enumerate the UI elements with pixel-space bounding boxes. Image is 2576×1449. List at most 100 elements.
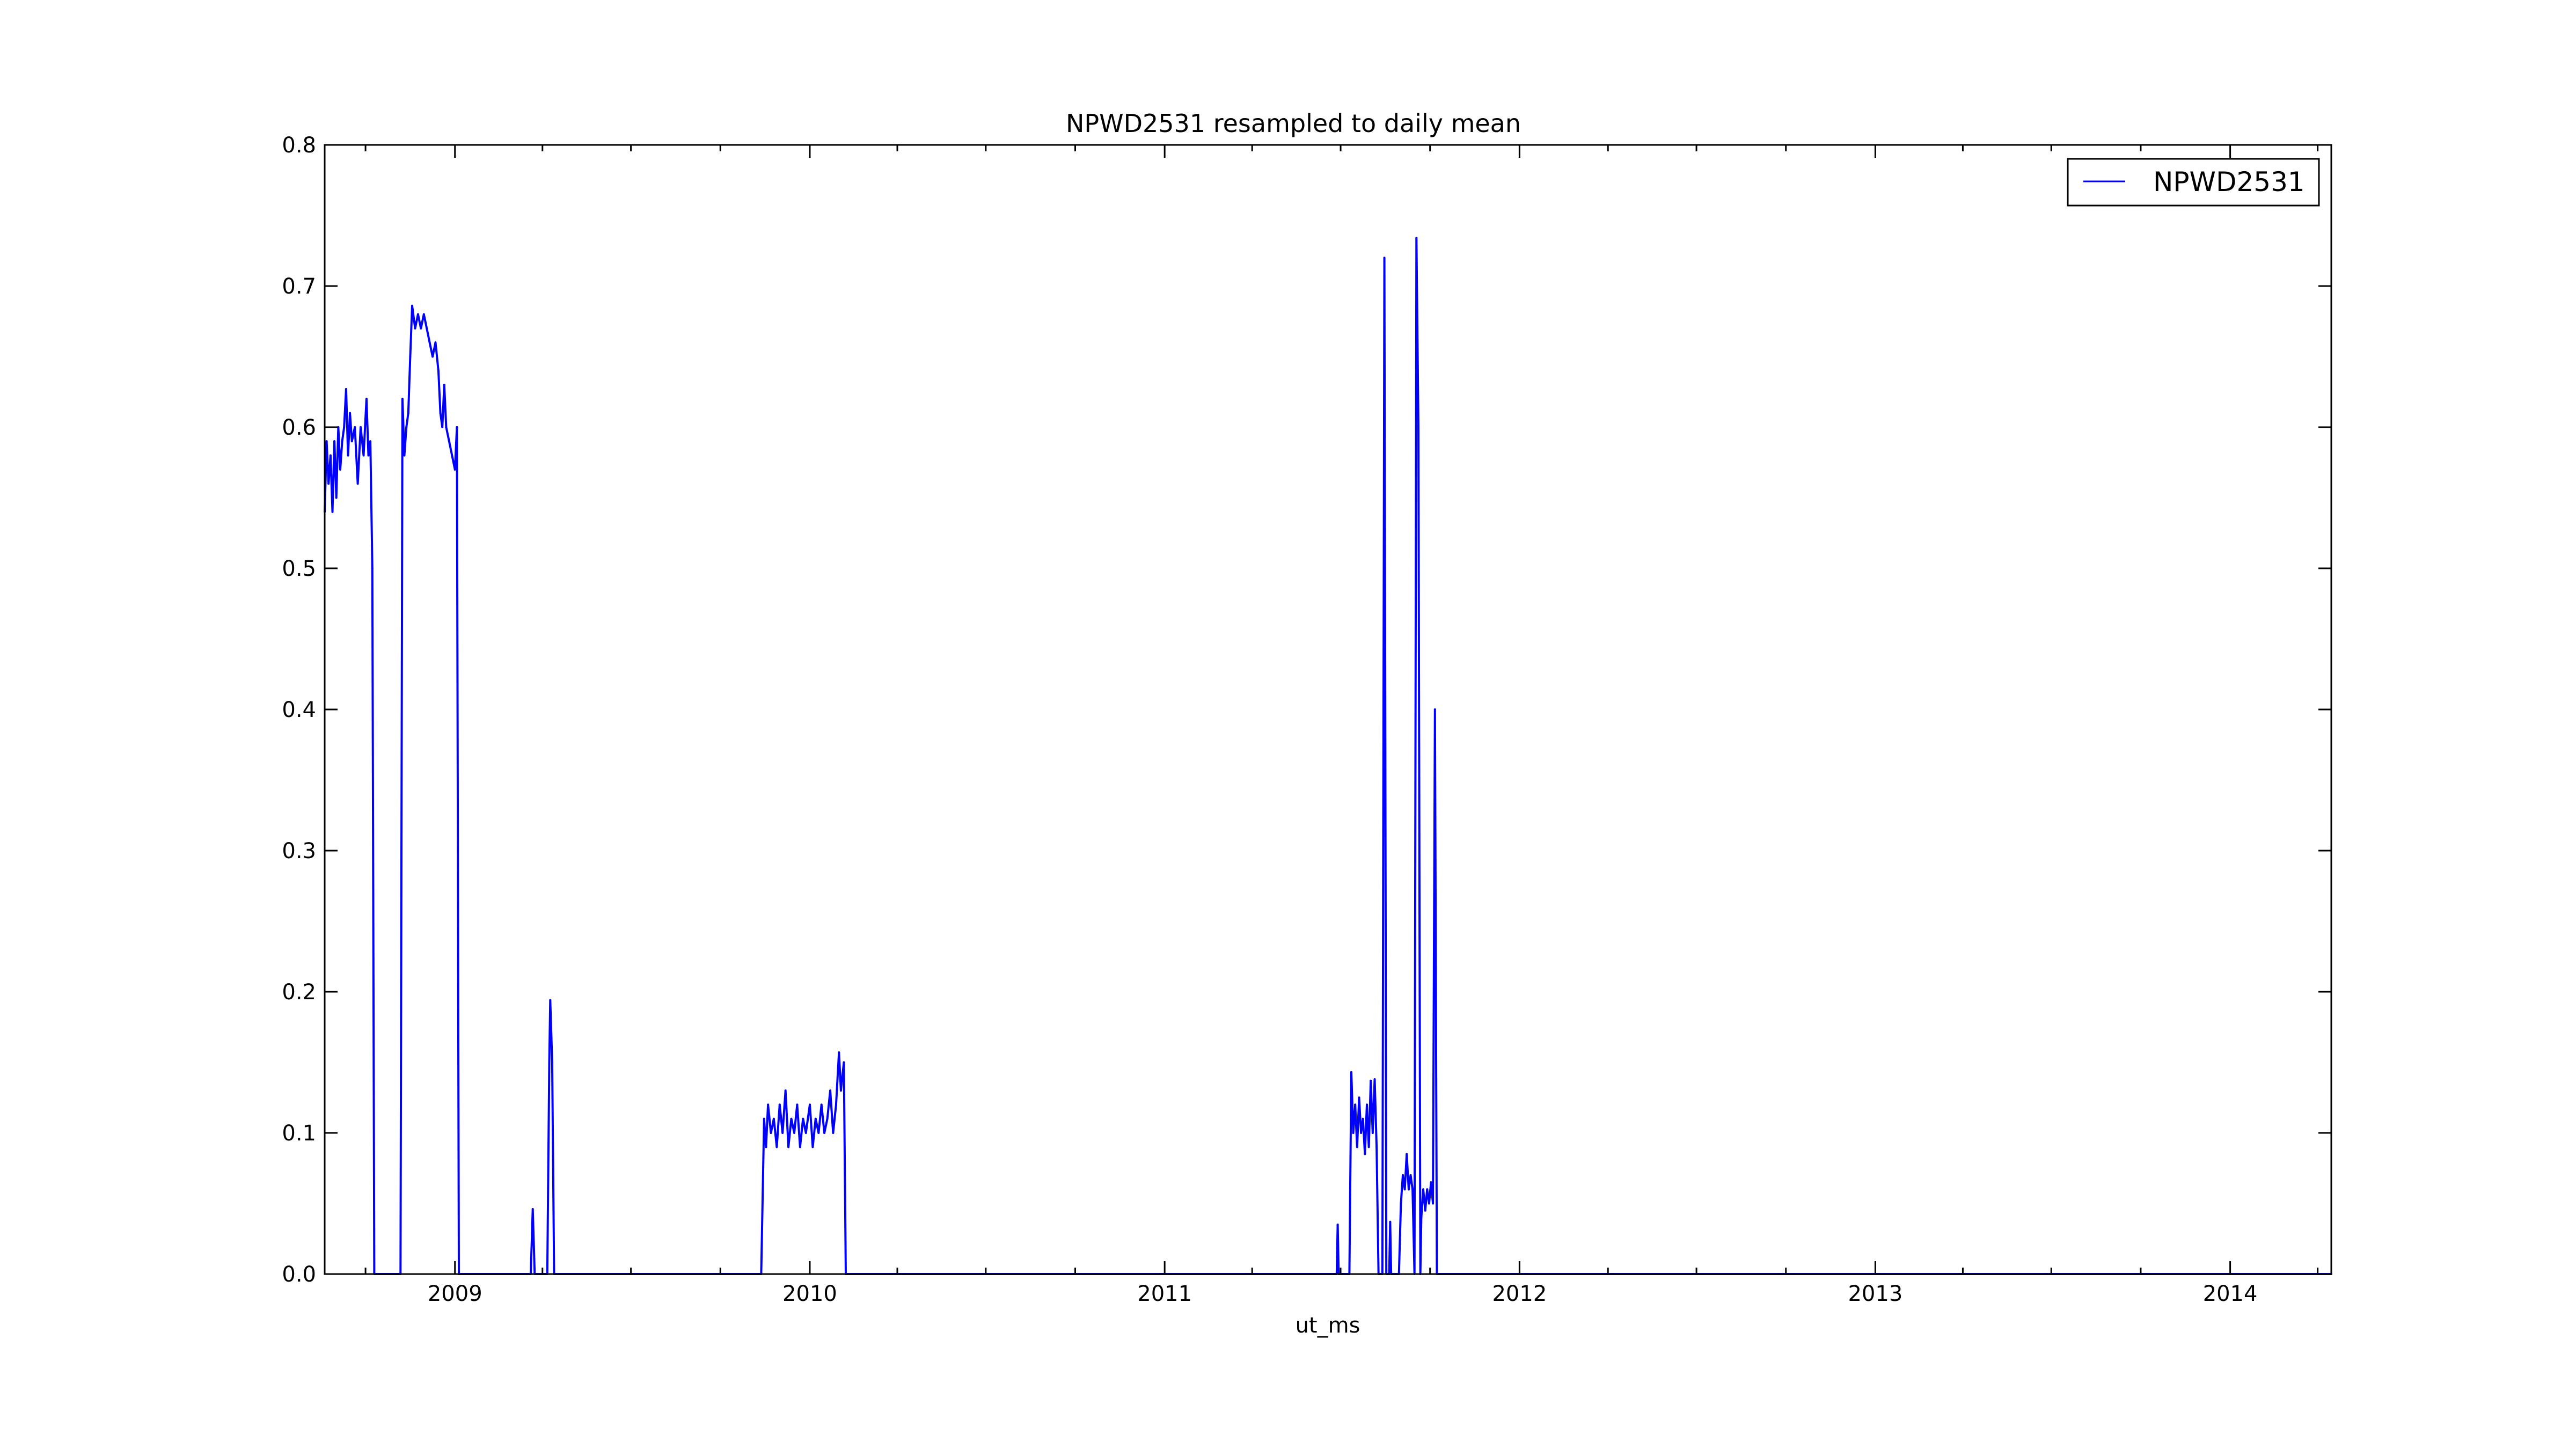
data-point bbox=[371, 567, 374, 569]
data-point bbox=[778, 1103, 781, 1106]
data-point bbox=[349, 412, 352, 414]
data-point bbox=[431, 355, 434, 358]
data-point bbox=[443, 384, 445, 386]
data-point bbox=[405, 426, 408, 428]
data-point bbox=[804, 1132, 807, 1134]
data-point bbox=[1407, 1188, 1410, 1191]
data-point bbox=[1411, 1188, 1414, 1191]
data-point bbox=[531, 1208, 534, 1210]
data-point bbox=[811, 1146, 814, 1148]
y-tick-label: 0.5 bbox=[282, 557, 316, 581]
data-point bbox=[345, 388, 347, 390]
data-point bbox=[843, 1061, 845, 1064]
data-point bbox=[781, 1132, 784, 1134]
data-point bbox=[1417, 426, 1419, 428]
x-axis-label: ut_ms bbox=[1296, 1313, 1360, 1338]
data-point bbox=[441, 426, 444, 428]
data-point bbox=[1362, 1117, 1364, 1120]
y-tick-label: 0.0 bbox=[282, 1262, 316, 1287]
data-point bbox=[341, 440, 343, 443]
data-point bbox=[354, 426, 356, 428]
y-tick-label: 0.4 bbox=[282, 698, 316, 722]
data-point bbox=[414, 327, 416, 330]
data-point bbox=[439, 412, 442, 414]
data-point bbox=[793, 1132, 795, 1134]
x-tick-label: 2011 bbox=[1137, 1282, 1192, 1306]
data-point bbox=[407, 412, 409, 414]
data-point bbox=[411, 304, 413, 307]
data-point bbox=[337, 426, 340, 428]
data-point bbox=[456, 426, 458, 428]
data-point bbox=[829, 1089, 831, 1092]
x-tick-label: 2012 bbox=[1492, 1282, 1547, 1306]
x-tick-label: 2009 bbox=[428, 1282, 482, 1306]
data-point bbox=[802, 1117, 804, 1120]
data-point bbox=[839, 1089, 842, 1092]
data-point bbox=[1367, 1146, 1370, 1148]
data-point bbox=[437, 369, 440, 372]
data-point bbox=[401, 398, 404, 400]
x-tick-label: 2013 bbox=[1848, 1282, 1902, 1306]
data-point bbox=[1358, 1096, 1360, 1099]
data-point bbox=[770, 1132, 772, 1134]
data-point bbox=[335, 496, 338, 499]
data-point bbox=[367, 454, 370, 457]
data-point bbox=[1356, 1146, 1358, 1148]
data-point bbox=[1352, 1132, 1355, 1134]
data-point bbox=[832, 1132, 835, 1134]
data-point bbox=[1400, 1202, 1402, 1205]
y-tick-label: 0.7 bbox=[282, 274, 316, 299]
data-point bbox=[1354, 1103, 1357, 1106]
data-point bbox=[1383, 257, 1386, 259]
data-point bbox=[1373, 1078, 1376, 1081]
data-point bbox=[331, 510, 334, 513]
data-point bbox=[1409, 1174, 1412, 1176]
data-point bbox=[1403, 1188, 1406, 1191]
data-point bbox=[360, 426, 362, 428]
data-point bbox=[416, 313, 419, 316]
data-point bbox=[838, 1051, 840, 1054]
y-tick-label: 0.8 bbox=[282, 133, 316, 158]
data-point bbox=[350, 440, 353, 443]
data-point bbox=[428, 341, 431, 344]
data-point bbox=[1428, 1202, 1430, 1205]
x-tick-label: 2010 bbox=[782, 1282, 837, 1306]
data-point bbox=[817, 1132, 820, 1134]
data-point bbox=[339, 468, 341, 471]
data-point bbox=[790, 1117, 793, 1120]
data-point bbox=[426, 327, 428, 330]
data-point bbox=[434, 341, 437, 344]
data-point bbox=[329, 454, 332, 457]
data-point bbox=[333, 440, 336, 443]
data-point bbox=[796, 1103, 799, 1106]
data-point bbox=[1370, 1079, 1372, 1082]
data-point bbox=[1389, 1220, 1392, 1223]
data-point bbox=[787, 1146, 790, 1148]
data-point bbox=[369, 440, 372, 443]
data-point bbox=[327, 482, 330, 485]
data-point bbox=[814, 1117, 817, 1120]
data-point bbox=[420, 327, 422, 330]
data-point bbox=[448, 440, 450, 443]
data-point bbox=[356, 482, 359, 485]
data-point bbox=[362, 454, 365, 457]
data-point bbox=[835, 1103, 837, 1106]
data-point bbox=[1415, 237, 1418, 239]
data-point bbox=[551, 1061, 553, 1064]
data-point bbox=[1422, 1188, 1424, 1191]
data-point bbox=[1430, 1181, 1432, 1184]
data-point bbox=[1350, 1071, 1352, 1073]
data-point bbox=[1371, 1132, 1374, 1134]
axes-frame bbox=[324, 144, 2332, 1275]
data-point bbox=[765, 1146, 767, 1148]
data-point bbox=[809, 1103, 811, 1106]
data-point bbox=[1375, 1146, 1378, 1148]
data-point bbox=[1406, 1153, 1408, 1155]
y-tick-label: 0.2 bbox=[282, 980, 316, 1005]
data-point bbox=[325, 440, 328, 443]
data-point bbox=[445, 426, 448, 428]
data-point bbox=[1364, 1153, 1366, 1155]
legend-label-npwd2531: NPWD2531 bbox=[2153, 166, 2305, 197]
